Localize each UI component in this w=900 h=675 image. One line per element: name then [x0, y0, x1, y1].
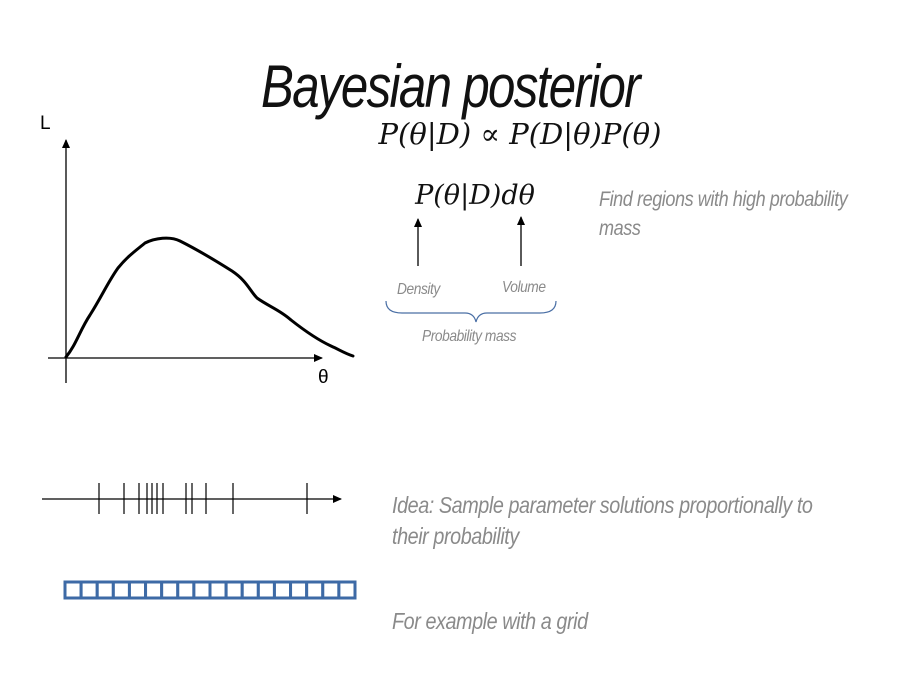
- grid-cell: [63, 580, 83, 600]
- grid-cell: [79, 580, 99, 600]
- grid-cell: [144, 580, 164, 600]
- grid-cell: [289, 580, 309, 600]
- grid-cell: [160, 580, 180, 600]
- bayes-formula: P(θ|D) ∝ P(D|θ)P(θ): [378, 117, 662, 151]
- grid-cell: [192, 580, 212, 600]
- grid-cell: [127, 580, 148, 600]
- posterior-curve: [64, 236, 355, 359]
- density-label: Density: [397, 281, 440, 298]
- grid-example-note: For example with a grid: [392, 608, 588, 634]
- grid-cell: [305, 580, 325, 600]
- grid-cell: [272, 580, 293, 600]
- grid-cell: [176, 580, 196, 600]
- volume-label: Volume: [502, 279, 546, 296]
- grid-cell: [240, 580, 260, 600]
- probability-mass-label: Probability mass: [422, 328, 517, 345]
- grid-cell: [95, 580, 115, 600]
- grid-cell: [321, 580, 341, 600]
- slide-title: Bayesian posterior: [261, 53, 641, 120]
- sample-ticks: [98, 483, 308, 514]
- grid-cell: [224, 580, 244, 600]
- probability-mass-formula: P(θ|D)dθ: [415, 180, 535, 211]
- grid-cell: [208, 580, 228, 600]
- find-regions-note: Find regions with high probability mass: [599, 188, 848, 240]
- grid-cell: [337, 580, 357, 600]
- parameter-grid: [63, 580, 357, 600]
- x-axis-label: θ: [318, 367, 329, 388]
- grid-cell: [111, 580, 131, 600]
- probability-mass-brace: [385, 300, 557, 323]
- y-axis-label: L: [40, 113, 51, 134]
- grid-cell: [256, 580, 276, 600]
- idea-note: Idea: Sample parameter solutions proport…: [392, 492, 813, 549]
